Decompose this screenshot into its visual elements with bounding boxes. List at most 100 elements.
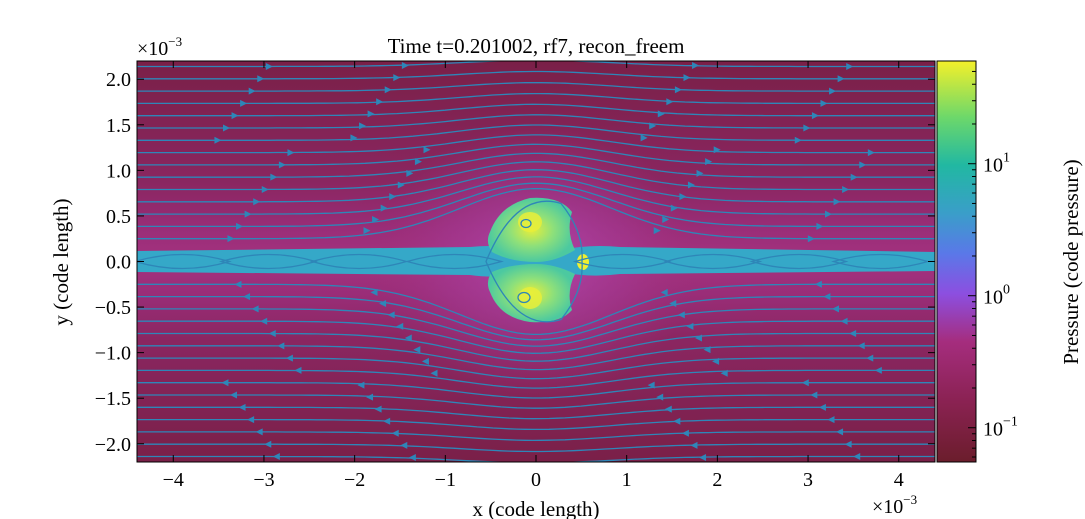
streamline-arrow xyxy=(829,87,837,95)
streamline-arrow xyxy=(831,305,839,313)
streamline-arrow xyxy=(660,288,668,296)
streamline-arrow xyxy=(713,146,721,154)
streamline-arrow xyxy=(359,122,367,130)
streamline-arrow xyxy=(866,354,874,362)
streamline-arrow xyxy=(243,293,251,301)
streamline-arrow xyxy=(818,403,826,411)
streamline-arrow xyxy=(836,428,844,436)
y-tick-label: −2.0 xyxy=(95,434,131,456)
streamline-arrow xyxy=(705,158,713,166)
streamline-arrow xyxy=(690,441,698,449)
streamline-arrow xyxy=(842,185,850,193)
streamline-arrow xyxy=(261,185,269,193)
streamline-arrow xyxy=(720,369,728,377)
streamline-arrow xyxy=(247,416,255,424)
streamline-arrow xyxy=(391,429,399,437)
colorbar-tick-label: 101 xyxy=(983,151,1010,177)
streamline xyxy=(137,81,935,92)
y-tick-label: 0.0 xyxy=(106,252,131,274)
streamline-arrow xyxy=(657,110,665,118)
sheet-loop xyxy=(572,253,672,270)
streamline-arrow xyxy=(383,417,391,425)
y-tick-label: 2.0 xyxy=(106,69,131,91)
streamline-arrow xyxy=(696,169,704,177)
x-tick-label: 1 xyxy=(622,469,632,491)
streamline xyxy=(137,418,935,431)
streamline-arrow xyxy=(844,440,852,448)
streamline-arrow xyxy=(692,61,700,69)
sheet-loop xyxy=(137,253,232,270)
streamline-arrow xyxy=(227,235,235,243)
streamline-arrow xyxy=(670,204,678,212)
x-tick-label: 3 xyxy=(803,469,813,491)
colorbar-tick-label: 10−1 xyxy=(983,415,1018,441)
streamline-arrow xyxy=(857,342,865,350)
streamline xyxy=(137,114,935,129)
y-axis-label: y (code length) xyxy=(49,198,73,325)
streamline xyxy=(137,320,935,354)
y-tick-label: −1.5 xyxy=(95,388,131,410)
sheet-loop xyxy=(831,253,931,270)
streamline-arrow xyxy=(673,417,681,425)
streamline-arrow xyxy=(840,317,848,325)
streamline-arrow xyxy=(850,173,858,181)
streamline-arrow xyxy=(712,357,720,365)
streamline-arrow xyxy=(803,124,811,132)
o-point-loop xyxy=(517,291,531,304)
streamline-arrow xyxy=(681,429,689,437)
x-tick-label: 0 xyxy=(531,469,541,491)
streamline-arrow xyxy=(294,366,302,374)
streamline-arrow xyxy=(401,61,409,69)
streamline-arrow xyxy=(396,322,404,330)
colorbar: 10−1 100 101 Pressure (code pressure) xyxy=(936,60,1083,463)
streamline-arrow xyxy=(414,158,422,166)
streamline-arrow xyxy=(683,74,691,82)
streamline-arrow xyxy=(404,334,412,342)
streamline-arrow xyxy=(669,300,677,308)
sheet-loop xyxy=(749,253,849,270)
streamline xyxy=(137,369,935,389)
streamline-arrow xyxy=(268,330,276,338)
streamline xyxy=(137,332,935,362)
streamline-arrow xyxy=(277,342,285,350)
streamline-arrow xyxy=(221,379,229,387)
streamline-arrow xyxy=(867,149,875,157)
streamline xyxy=(137,70,935,80)
colorbar-ticks: 10−1 100 101 xyxy=(968,60,1018,458)
streamline-arrow xyxy=(874,366,882,374)
magnetic-streamlines xyxy=(137,61,935,462)
streamline xyxy=(137,124,935,141)
streamline-arrow xyxy=(679,193,687,201)
streamline-arrow xyxy=(837,75,845,83)
streamline xyxy=(137,103,935,117)
streamline-arrow xyxy=(859,161,867,169)
streamline-arrow xyxy=(376,98,384,106)
streamline xyxy=(137,382,935,399)
streamline xyxy=(137,182,935,228)
streamline-arrow xyxy=(260,317,268,325)
streamline-arrow xyxy=(379,300,387,308)
x-axis-label: x (code length) xyxy=(472,497,599,519)
streamline-arrow xyxy=(240,99,248,107)
streamline-arrow xyxy=(278,161,286,169)
streamline-arrow xyxy=(236,222,244,230)
streamline-arrow xyxy=(387,311,395,319)
streamline-arrow xyxy=(853,453,861,461)
streamline-arrow xyxy=(251,305,259,313)
streamline-arrow xyxy=(653,227,661,235)
streamline xyxy=(137,455,935,462)
streamline-arrow xyxy=(849,330,857,338)
streamline-arrow xyxy=(272,453,280,461)
streamline xyxy=(137,176,935,215)
streamline-arrow xyxy=(380,204,388,212)
streamline-arrow xyxy=(265,62,273,70)
y-tick-label: −1.0 xyxy=(95,343,131,365)
x-tick-label: −4 xyxy=(163,469,184,491)
y-axis: 2.0 1.5 1.0 0.5 0.0 −0.5 −1.0 −1.5 −2.0 xyxy=(95,69,935,456)
sheet-loop xyxy=(663,253,763,270)
streamline xyxy=(137,283,935,336)
y-tick-label: 1.5 xyxy=(106,115,131,137)
streamline xyxy=(137,357,935,380)
streamline xyxy=(137,443,935,453)
